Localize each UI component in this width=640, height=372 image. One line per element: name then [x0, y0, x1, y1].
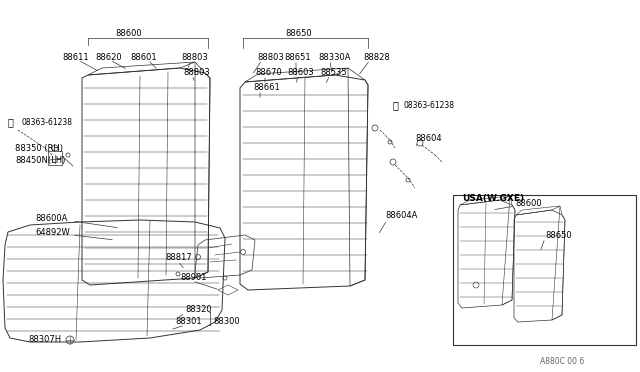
Text: 88300: 88300: [213, 317, 239, 327]
Text: 88650: 88650: [285, 29, 312, 38]
Text: 08363-61238: 08363-61238: [22, 118, 73, 126]
Text: 88600: 88600: [115, 29, 141, 38]
Text: 88320: 88320: [185, 305, 212, 314]
Text: 88604: 88604: [415, 134, 442, 142]
Text: 64892W: 64892W: [35, 228, 70, 237]
Text: 88828: 88828: [363, 52, 390, 61]
Text: Ⓢ: Ⓢ: [8, 117, 14, 127]
Text: 88611: 88611: [62, 52, 88, 61]
Text: 88803: 88803: [183, 67, 210, 77]
Text: 88651: 88651: [284, 52, 310, 61]
Text: 88330A: 88330A: [318, 52, 351, 61]
Text: 88661: 88661: [253, 83, 280, 92]
Text: A880C 00 6: A880C 00 6: [540, 357, 584, 366]
Text: 88650: 88650: [545, 231, 572, 240]
Text: 88307H: 88307H: [28, 336, 61, 344]
Text: 88301: 88301: [175, 317, 202, 327]
Text: 88600A: 88600A: [35, 214, 67, 222]
Text: 88803: 88803: [181, 52, 208, 61]
Text: 08363-61238: 08363-61238: [403, 100, 454, 109]
Text: Ⓢ: Ⓢ: [393, 100, 399, 110]
Text: 88600: 88600: [515, 199, 541, 208]
Text: 88601: 88601: [130, 52, 157, 61]
Text: 88604A: 88604A: [385, 211, 417, 219]
Text: 88803: 88803: [257, 52, 284, 61]
Text: USA(W.GXE): USA(W.GXE): [462, 193, 524, 202]
Text: 88450N(LH): 88450N(LH): [15, 155, 65, 164]
Text: 88350 (RH): 88350 (RH): [15, 144, 63, 153]
Text: 88535: 88535: [320, 67, 347, 77]
Text: 88670: 88670: [255, 67, 282, 77]
Text: 88603: 88603: [287, 67, 314, 77]
Text: 88901: 88901: [180, 273, 207, 282]
Bar: [453, 195, 636, 345]
Text: 88620: 88620: [95, 52, 122, 61]
Bar: [48, 151, 62, 165]
Text: 88817: 88817: [165, 253, 192, 263]
